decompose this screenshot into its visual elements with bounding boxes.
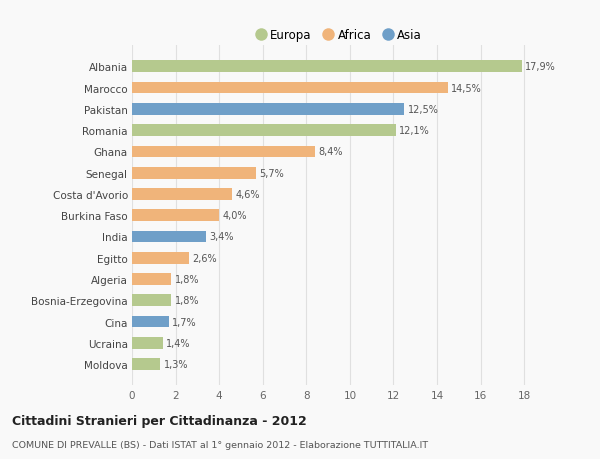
Bar [132,358,160,370]
Text: 14,5%: 14,5% [451,84,482,93]
Text: 4,6%: 4,6% [235,190,260,200]
Text: 1,8%: 1,8% [175,274,199,285]
Text: 5,7%: 5,7% [259,168,284,178]
Text: 3,4%: 3,4% [209,232,234,242]
Bar [132,83,448,94]
Text: 1,3%: 1,3% [164,359,188,369]
Text: 8,4%: 8,4% [318,147,343,157]
Text: 1,7%: 1,7% [172,317,197,327]
Text: 4,0%: 4,0% [223,211,247,221]
Text: 1,4%: 1,4% [166,338,190,348]
Text: 12,1%: 12,1% [399,126,430,136]
Bar [132,210,219,222]
Bar [132,62,522,73]
Bar [132,189,232,200]
Bar [132,231,206,243]
Bar [132,104,404,116]
Bar [132,337,163,349]
Bar [132,316,169,328]
Text: 2,6%: 2,6% [192,253,217,263]
Bar [132,146,315,158]
Bar [132,252,188,264]
Text: COMUNE DI PREVALLE (BS) - Dati ISTAT al 1° gennaio 2012 - Elaborazione TUTTITALI: COMUNE DI PREVALLE (BS) - Dati ISTAT al … [12,441,428,449]
Legend: Europa, Africa, Asia: Europa, Africa, Asia [251,25,427,47]
Text: 1,8%: 1,8% [175,296,199,306]
Text: 17,9%: 17,9% [526,62,556,72]
Text: Cittadini Stranieri per Cittadinanza - 2012: Cittadini Stranieri per Cittadinanza - 2… [12,414,307,428]
Bar [132,168,256,179]
Bar [132,295,171,307]
Bar [132,274,171,285]
Text: 12,5%: 12,5% [407,105,439,115]
Bar [132,125,395,137]
